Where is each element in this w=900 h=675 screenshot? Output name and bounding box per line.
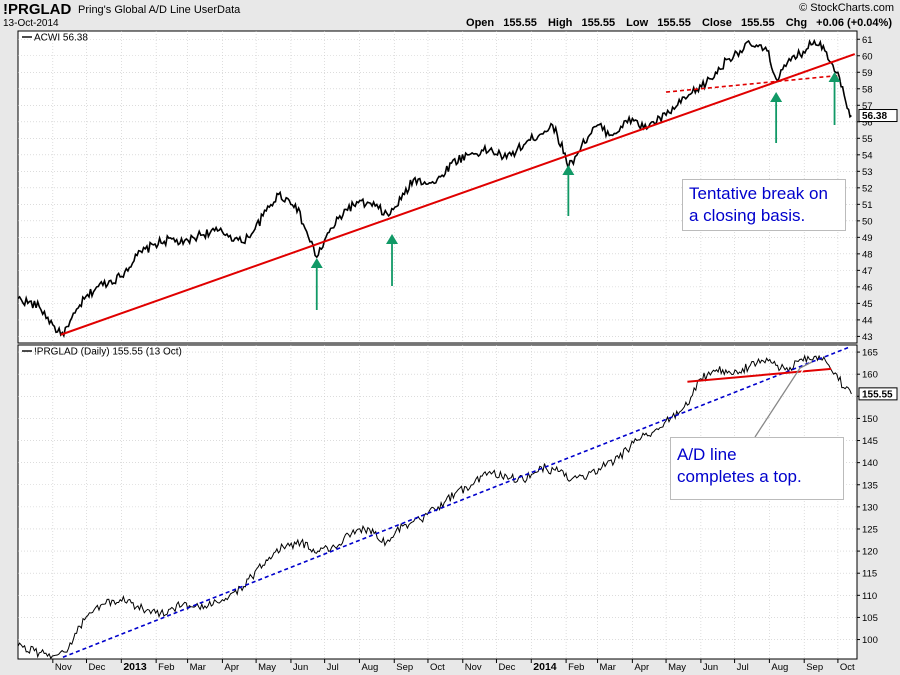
- trendline: [687, 367, 832, 383]
- arrow-head: [310, 258, 323, 268]
- legend-label: ACWI 56.38: [34, 33, 88, 44]
- x-tick-label: Jun: [293, 662, 308, 673]
- y-tick-label: 54: [862, 150, 873, 161]
- y-tick-label: 145: [862, 436, 878, 447]
- y-tick-label: 48: [862, 249, 873, 260]
- y-tick-label: 58: [862, 84, 873, 95]
- high-value: 155.55: [581, 17, 616, 29]
- y-tick-label: 57: [862, 101, 873, 112]
- chart-date: 13-Oct-2014: [3, 18, 59, 29]
- ad-panel: 1001051101151201251301351401451501551601…: [17, 344, 898, 660]
- y-tick-label: 135: [862, 480, 878, 491]
- legend-label: !PRGLAD (Daily) 155.55 (13 Oct): [34, 347, 182, 358]
- x-tick-label: Apr: [634, 662, 649, 673]
- y-tick-label: 45: [862, 299, 873, 310]
- x-tick-label: Apr: [224, 662, 239, 673]
- callout-connector: [754, 361, 813, 438]
- y-tick-label: 150: [862, 414, 878, 425]
- symbol-title: !PRGLAD: [3, 1, 72, 18]
- x-tick-label: Jul: [737, 662, 749, 673]
- low-value: 155.55: [657, 17, 691, 29]
- x-tick-label: Dec: [89, 662, 106, 673]
- high-label: High: [547, 17, 573, 29]
- y-tick-label: 160: [862, 370, 878, 381]
- brand-watermark: © StockCharts.com: [799, 2, 894, 14]
- x-tick-label: Nov: [465, 662, 482, 673]
- x-tick-label: 2013: [123, 661, 147, 673]
- y-tick-label: 49: [862, 233, 873, 244]
- y-tick-label: 47: [862, 266, 873, 277]
- close-value: 155.55: [740, 17, 775, 29]
- ohlc-readout: Open 155.55 High 155.55 Low 155.55 Close…: [458, 17, 892, 29]
- y-tick-label: 110: [862, 591, 877, 602]
- last-value-box: [858, 109, 898, 123]
- y-tick-label: 125: [862, 524, 878, 535]
- y-tick-label: 60: [862, 51, 873, 62]
- last-value-label: 155.55: [862, 389, 893, 400]
- arrow-head: [770, 92, 783, 102]
- y-tick-label: 51: [862, 200, 873, 211]
- last-value-label: 56.38: [862, 111, 887, 122]
- x-tick-label: Sep: [806, 662, 823, 673]
- y-tick-label: 43: [862, 332, 873, 343]
- x-tick-label: Oct: [840, 662, 855, 673]
- callout-connector-highlight: [758, 363, 816, 438]
- annotation-bottom-line-2: completes a top.: [677, 467, 802, 486]
- x-tick-label: Jun: [703, 662, 718, 673]
- x-tick-label: Feb: [158, 662, 174, 673]
- x-tick-label: May: [668, 662, 686, 673]
- x-tick-label: Mar: [600, 662, 616, 673]
- x-tick-label: Nov: [55, 662, 72, 673]
- x-tick-label: May: [258, 662, 276, 673]
- arrow-head: [386, 234, 399, 244]
- trendline: [62, 346, 849, 658]
- x-tick-label: Oct: [430, 662, 445, 673]
- plot-area: [17, 344, 858, 660]
- x-axis: Nov Dec 2013 Feb Mar Apr May Jun Jul Aug Sep Oct Nov…: [52, 659, 855, 673]
- y-tick-label: 46: [862, 282, 873, 293]
- chg-label: Chg: [785, 17, 808, 29]
- y-tick-label: 55: [862, 134, 873, 145]
- y-tick-label: 59: [862, 68, 873, 79]
- y-tick-label: 50: [862, 216, 873, 227]
- y-tick-label: 130: [862, 502, 878, 513]
- annotation-bottom-line-1: A/D line: [677, 445, 737, 464]
- annotation-tentative-break: Tentative break on a closing basis.: [682, 179, 846, 231]
- trendline: [60, 53, 856, 336]
- annotation-top-line-2: a closing basis.: [689, 206, 806, 225]
- annotation-top-line-1: Tentative break on: [689, 184, 828, 203]
- chart-name: Pring's Global A/D Line UserData: [78, 4, 241, 16]
- annotation-ad-top: A/D line completes a top.: [670, 437, 844, 500]
- x-tick-label: Sep: [396, 662, 413, 673]
- low-label: Low: [626, 17, 649, 29]
- y-tick-label: 115: [862, 569, 877, 580]
- y-tick-label: 53: [862, 167, 873, 178]
- y-tick-label: 140: [862, 458, 878, 469]
- open-label: Open: [466, 17, 495, 29]
- x-tick-label: Jul: [327, 662, 339, 673]
- y-tick-label: 165: [862, 348, 878, 359]
- x-tick-label: Dec: [498, 662, 515, 673]
- y-tick-label: 61: [862, 35, 873, 46]
- arrow-head: [562, 165, 575, 175]
- series-line: [17, 38, 852, 339]
- y-tick-label: 120: [862, 547, 878, 558]
- arrow-head: [828, 72, 841, 82]
- y-tick-label: 105: [862, 613, 878, 624]
- x-tick-label: Aug: [771, 662, 788, 673]
- last-value-box: [858, 387, 898, 401]
- y-tick-label: 100: [862, 635, 878, 646]
- y-tick-label: 52: [862, 183, 873, 194]
- x-tick-label: Aug: [361, 662, 378, 673]
- y-tick-label: 56: [862, 117, 873, 128]
- close-label: Close: [701, 17, 732, 29]
- y-tick-label: 44: [862, 315, 873, 326]
- chg-value: +0.06 (+0.04%): [816, 17, 892, 29]
- open-value: 155.55: [503, 17, 537, 29]
- x-tick-label: Feb: [568, 662, 584, 673]
- x-tick-label: 2014: [533, 661, 557, 673]
- trendline: [665, 74, 838, 93]
- x-tick-label: Mar: [190, 662, 206, 673]
